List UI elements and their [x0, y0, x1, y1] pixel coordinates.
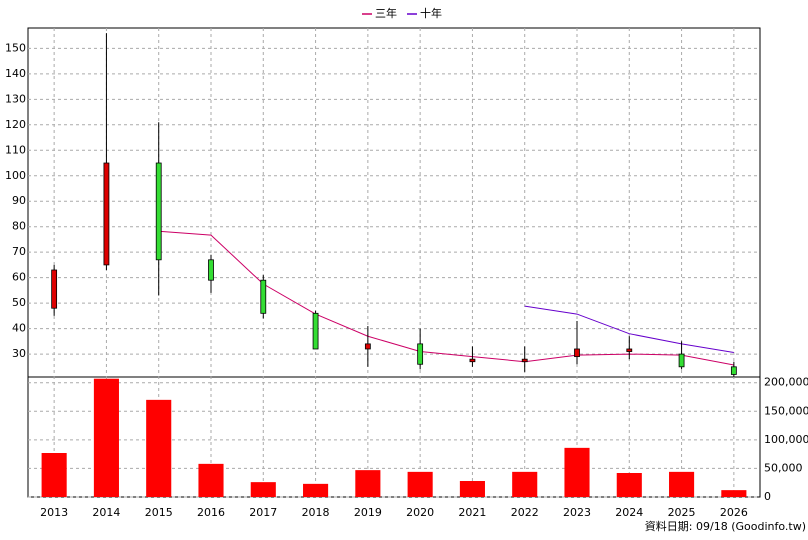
- plot-frame: [27, 27, 761, 498]
- y-tick-label: 50: [12, 296, 26, 309]
- x-tick-label: 2026: [720, 506, 748, 519]
- y2-tick-label: 50,000: [764, 461, 803, 474]
- y-tick-label: 90: [12, 194, 26, 207]
- x-tick-label: 2016: [197, 506, 225, 519]
- volume-bar: [407, 471, 433, 497]
- candle-body: [260, 279, 267, 314]
- volume-bar: [721, 490, 747, 497]
- volume-bar: [41, 453, 67, 497]
- candle-body: [678, 353, 685, 368]
- x-tick-label: 2023: [563, 506, 591, 519]
- legend-label: 三年: [375, 6, 397, 20]
- candle-body: [574, 348, 580, 358]
- volume-bar: [512, 471, 538, 497]
- x-tick-label: 2019: [354, 506, 382, 519]
- candle-body: [626, 348, 633, 352]
- candle-body: [417, 343, 424, 365]
- volume-bar: [669, 471, 695, 497]
- legend-label: 十年: [420, 6, 442, 20]
- x-tick-label: 2021: [458, 506, 486, 519]
- y-tick-label: 140: [5, 67, 26, 80]
- candle-body: [312, 312, 319, 350]
- x-tick-label: 2020: [406, 506, 434, 519]
- x-tick-label: 2022: [511, 506, 539, 519]
- x-tick-label: 2013: [40, 506, 68, 519]
- x-tick-label: 2017: [249, 506, 277, 519]
- y2-tick-label: 100,000: [764, 433, 808, 446]
- candle-body: [103, 162, 110, 266]
- x-tick-label: 2018: [302, 506, 330, 519]
- candle-body: [155, 162, 162, 261]
- volume-bar: [355, 470, 381, 497]
- candle-body: [51, 269, 58, 309]
- y2-tick-label: 200,000: [764, 376, 808, 389]
- volume-bar: [250, 482, 276, 497]
- volume-bar: [93, 378, 119, 497]
- ma-line: [524, 305, 734, 354]
- x-tick-label: 2025: [668, 506, 696, 519]
- y-tick-label: 150: [5, 41, 26, 54]
- footer: 資料日期: 09/18 (Goodinfo.tw): [645, 519, 806, 533]
- candle-body: [730, 366, 737, 375]
- volume-bar: [303, 483, 329, 497]
- x-tick-label: 2014: [92, 506, 120, 519]
- y-tick-label: 130: [5, 92, 26, 105]
- y2-tick-label: 0: [764, 490, 771, 503]
- candle-body: [469, 358, 476, 363]
- y-tick-label: 80: [12, 220, 26, 233]
- volume-bar: [564, 447, 590, 497]
- volume-bar: [146, 399, 172, 497]
- ma-line: [158, 230, 734, 366]
- volume-bar: [459, 481, 485, 497]
- y-tick-label: 40: [12, 322, 26, 335]
- y-tick-label: 70: [12, 245, 26, 258]
- x-tick-label: 2024: [615, 506, 643, 519]
- y-tick-label: 100: [5, 169, 26, 182]
- y-tick-label: 110: [5, 143, 26, 156]
- volume-bar: [198, 463, 224, 497]
- candle-body: [208, 259, 214, 281]
- volume-bar: [616, 473, 642, 497]
- candle-body: [521, 358, 528, 363]
- y-tick-label: 120: [5, 118, 26, 131]
- y-tick-label: 30: [12, 347, 26, 360]
- y2-tick-label: 150,000: [764, 404, 808, 417]
- candle-body: [364, 343, 371, 350]
- y-tick-label: 60: [12, 271, 26, 284]
- x-tick-label: 2015: [145, 506, 173, 519]
